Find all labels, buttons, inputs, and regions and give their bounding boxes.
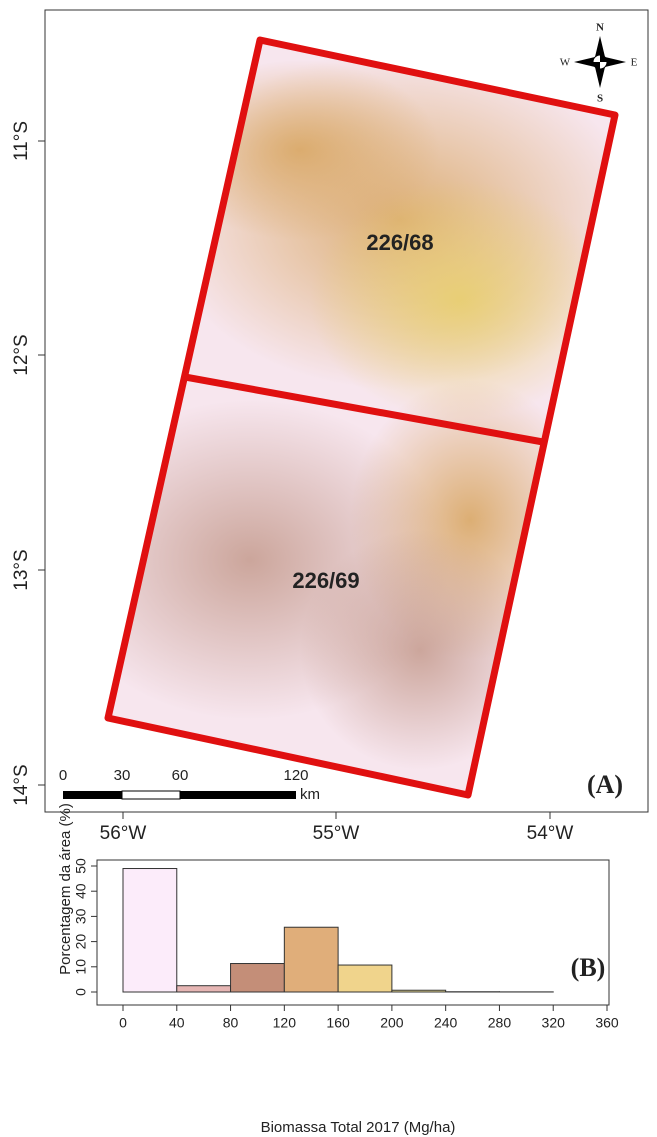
- lon-label: 54°W: [527, 823, 574, 844]
- y-tick-label: 20: [73, 934, 89, 950]
- y-tick-label: 10: [73, 959, 89, 975]
- scale-label: 0: [59, 767, 67, 784]
- lat-label: 13°S: [11, 549, 32, 590]
- compass-e: E: [631, 57, 638, 69]
- scale-label: 120: [283, 767, 308, 784]
- x-tick-label: 160: [326, 1015, 350, 1031]
- compass-n: N: [596, 22, 604, 34]
- lon-label: 55°W: [313, 823, 360, 844]
- scale-seg: [180, 791, 296, 799]
- scale-unit: km: [300, 786, 320, 803]
- scene-label: 226/69: [292, 568, 359, 593]
- x-tick-label: 320: [542, 1015, 566, 1031]
- x-tick-label: 0: [119, 1015, 127, 1031]
- bar: [177, 986, 231, 992]
- x-tick-label: 360: [595, 1015, 619, 1031]
- x-tick-label: 80: [223, 1015, 239, 1031]
- bar: [338, 965, 392, 992]
- scale-label: 60: [172, 767, 189, 784]
- figure: 226/68 226/69 11°S 12°S 13°S 14°S 56°W 5…: [0, 0, 657, 1137]
- compass-s: S: [597, 93, 603, 105]
- y-tick-label: 0: [73, 988, 89, 996]
- panel-label: (A): [587, 770, 623, 799]
- lat-label: 14°S: [11, 764, 32, 805]
- panel-label: (B): [571, 953, 606, 982]
- scale-label: 30: [114, 767, 131, 784]
- y-tick-label: 40: [73, 883, 89, 899]
- lat-label: 12°S: [11, 334, 32, 375]
- bar: [123, 869, 177, 992]
- x-tick-label: 240: [434, 1015, 458, 1031]
- y-tick-label: 50: [73, 858, 89, 874]
- x-tick-label: 200: [380, 1015, 404, 1031]
- lon-label: 56°W: [100, 823, 147, 844]
- x-tick-label: 280: [488, 1015, 512, 1031]
- scale-seg: [122, 791, 180, 799]
- bar: [392, 990, 446, 992]
- bar: [231, 964, 285, 992]
- x-tick-label: 120: [273, 1015, 297, 1031]
- compass-w: W: [560, 57, 571, 69]
- lon-axis: 56°W 55°W 54°W: [100, 812, 574, 844]
- scale-seg: [63, 791, 122, 799]
- histogram: 0 10 20 30 40 50 0 40 80 120 160 200 240 280 320 360: [73, 858, 619, 1031]
- x-axis-title: Biomassa Total 2017 (Mg/ha): [261, 1119, 456, 1136]
- y-tick-label: 30: [73, 908, 89, 924]
- y-axis-title: Porcentagem da área (%): [57, 803, 74, 975]
- x-tick-label: 40: [169, 1015, 185, 1031]
- lat-axis: 11°S 12°S 13°S 14°S: [11, 121, 45, 806]
- bar: [284, 927, 338, 992]
- scene-label: 226/68: [366, 230, 433, 255]
- lat-label: 11°S: [11, 121, 32, 161]
